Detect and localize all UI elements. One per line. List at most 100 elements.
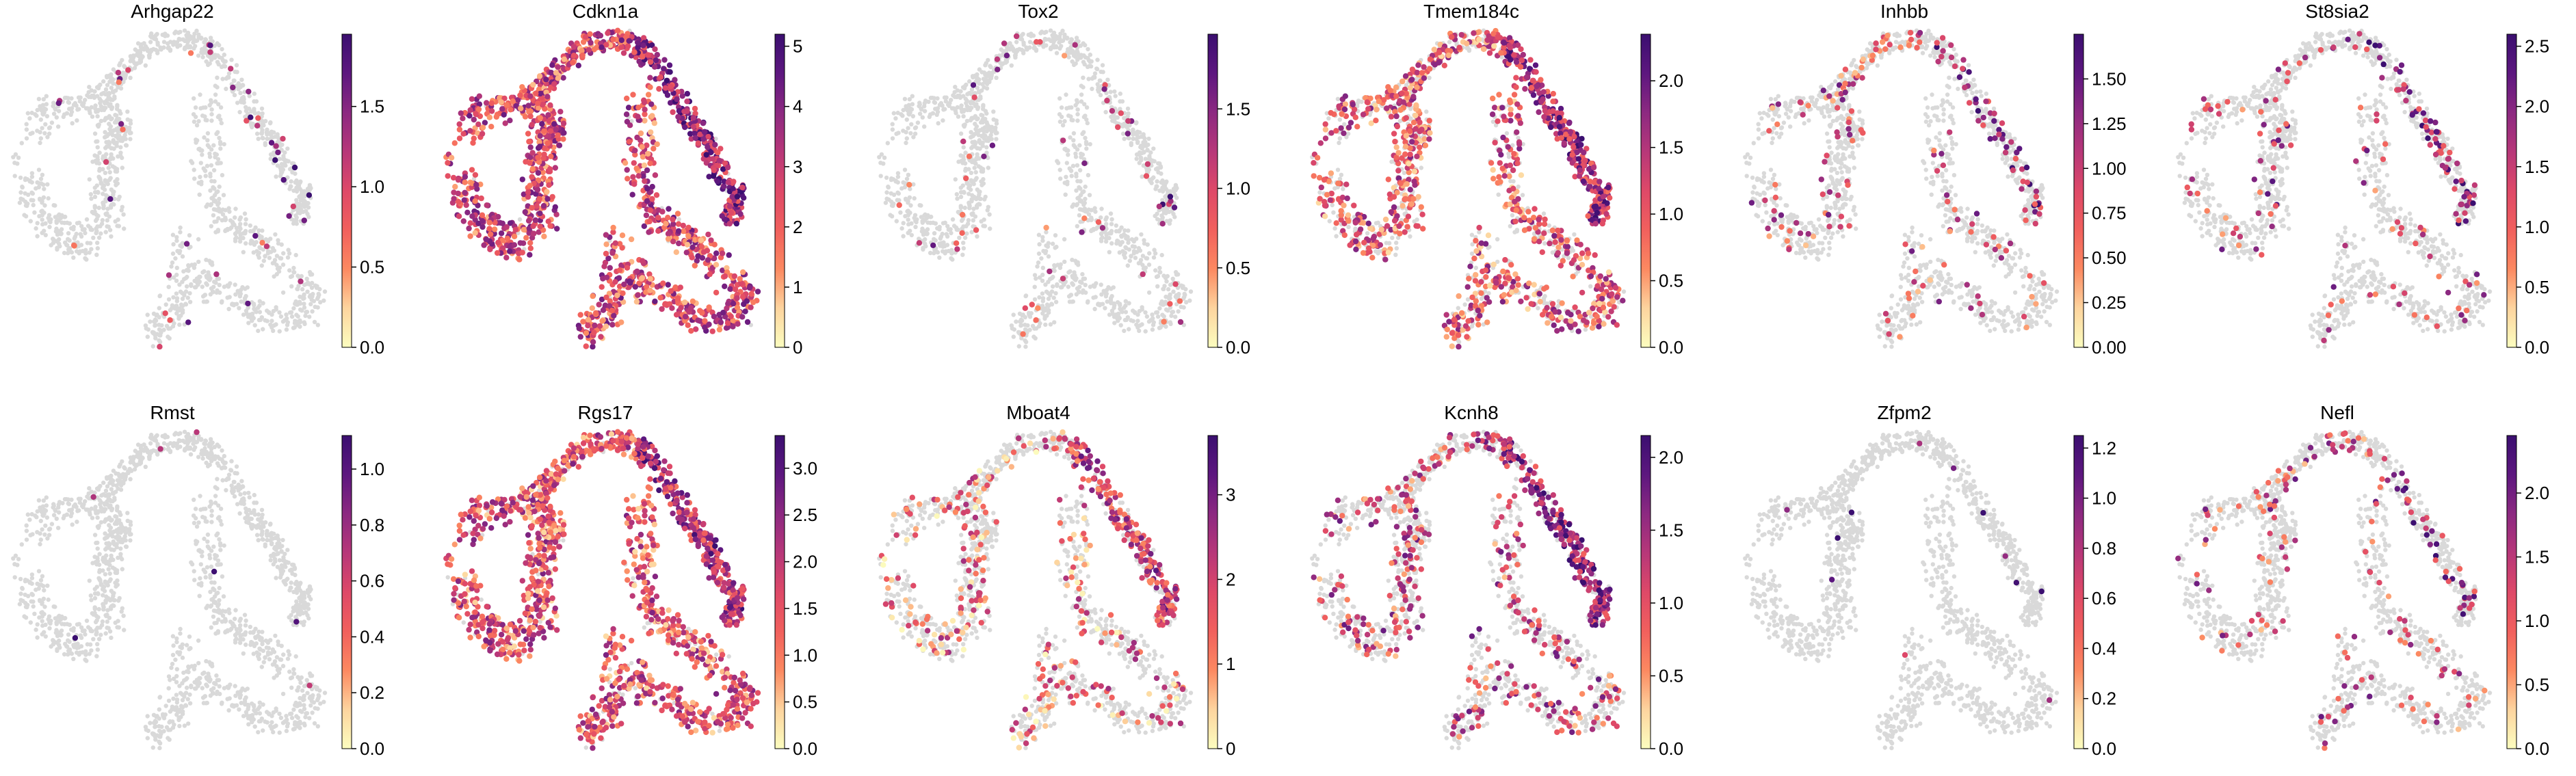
cell-point: [248, 229, 252, 233]
expressing-cell-point: [246, 89, 251, 94]
cell-point: [316, 323, 320, 327]
cell-point: [101, 79, 105, 83]
cell-point: [284, 312, 288, 317]
cell-point: [121, 70, 125, 75]
colorbar-tick-label: 0.0: [360, 337, 384, 358]
cell-point: [280, 243, 284, 247]
cell-point: [274, 305, 278, 309]
colorbar-tick-label: 1.0: [360, 176, 384, 197]
cell-point: [36, 221, 40, 225]
cell-point: [47, 225, 51, 229]
expressing-cell-point: [551, 121, 557, 126]
cell-point: [112, 94, 116, 98]
cell-point: [25, 122, 29, 126]
cell-point: [96, 145, 100, 149]
cell-point: [109, 204, 113, 208]
expressing-cell-point: [248, 114, 253, 120]
cell-point: [117, 63, 121, 67]
cell-point: [211, 290, 215, 294]
cell-point: [259, 131, 263, 135]
cell-point: [55, 232, 60, 236]
expressing-cell-point: [479, 218, 485, 224]
expressing-cell-point: [529, 205, 535, 211]
expressing-cell-point: [259, 240, 265, 245]
expressing-cell-point: [445, 160, 450, 165]
cell-point: [93, 190, 97, 194]
cell-point: [37, 168, 41, 172]
expressing-cell-point: [460, 131, 466, 137]
cell-point: [34, 113, 38, 118]
cell-point: [281, 251, 285, 255]
expressing-cell-point: [544, 140, 550, 146]
cell-point: [230, 302, 234, 306]
cell-point: [98, 83, 102, 87]
expressing-cell-point: [456, 213, 462, 219]
cell-point: [285, 327, 289, 332]
expressing-cell-point: [527, 252, 532, 258]
expressing-cell-point: [275, 150, 280, 155]
cell-point: [93, 131, 97, 135]
cell-point: [307, 185, 311, 189]
cell-point: [66, 231, 70, 235]
cell-point: [153, 323, 157, 327]
cell-point: [204, 281, 208, 285]
expressing-cell-point: [166, 272, 172, 278]
cell-point: [169, 265, 173, 269]
expressing-cell-point: [495, 250, 500, 256]
cell-point: [250, 315, 254, 319]
expressing-cell-point: [291, 204, 296, 209]
expressing-cell-point: [292, 165, 298, 170]
cell-point: [300, 274, 304, 278]
cell-point: [171, 242, 175, 246]
expressing-cell-point: [518, 105, 523, 111]
cell-point: [95, 241, 99, 245]
cell-point: [103, 171, 107, 175]
cell-point: [146, 312, 150, 317]
cell-point: [209, 107, 213, 111]
cell-point: [287, 268, 291, 272]
cell-point: [175, 266, 179, 270]
cell-point: [67, 239, 71, 243]
cell-point: [105, 116, 109, 120]
cell-point: [28, 132, 32, 136]
cell-point: [288, 167, 292, 171]
cell-point: [116, 129, 120, 133]
cell-point: [86, 241, 90, 245]
cell-point: [184, 276, 188, 280]
expressing-cell-point: [541, 129, 547, 134]
cell-point: [105, 74, 109, 78]
cell-point: [238, 239, 242, 243]
cell-point: [148, 40, 153, 44]
cell-point: [213, 92, 218, 96]
expressing-cell-point: [457, 126, 462, 132]
cell-point: [185, 284, 189, 289]
cell-point: [241, 97, 246, 101]
cell-point: [165, 324, 169, 328]
cell-point: [103, 106, 107, 110]
cell-point: [202, 114, 207, 118]
cell-point: [285, 146, 289, 150]
expressing-cell-point: [527, 183, 533, 188]
cell-point: [171, 42, 175, 46]
cell-point: [302, 322, 306, 326]
cell-point: [237, 217, 241, 222]
cell-point: [290, 315, 294, 319]
cell-point: [305, 212, 309, 216]
cell-point: [47, 219, 51, 223]
cell-point: [99, 108, 103, 112]
cell-point: [52, 103, 56, 107]
cell-point: [323, 289, 327, 293]
cell-point: [244, 222, 248, 226]
expressing-cell-point: [525, 103, 531, 108]
expressing-cell-point: [507, 118, 512, 123]
cell-point: [174, 235, 179, 239]
cell-point: [278, 157, 282, 161]
cell-point: [255, 131, 259, 135]
expressing-cell-point: [525, 131, 531, 136]
expressing-cell-point: [541, 152, 547, 157]
cell-point: [91, 236, 95, 240]
cell-point: [157, 315, 161, 319]
cell-point: [12, 161, 16, 165]
cell-point: [158, 45, 162, 49]
cell-point: [89, 192, 93, 196]
